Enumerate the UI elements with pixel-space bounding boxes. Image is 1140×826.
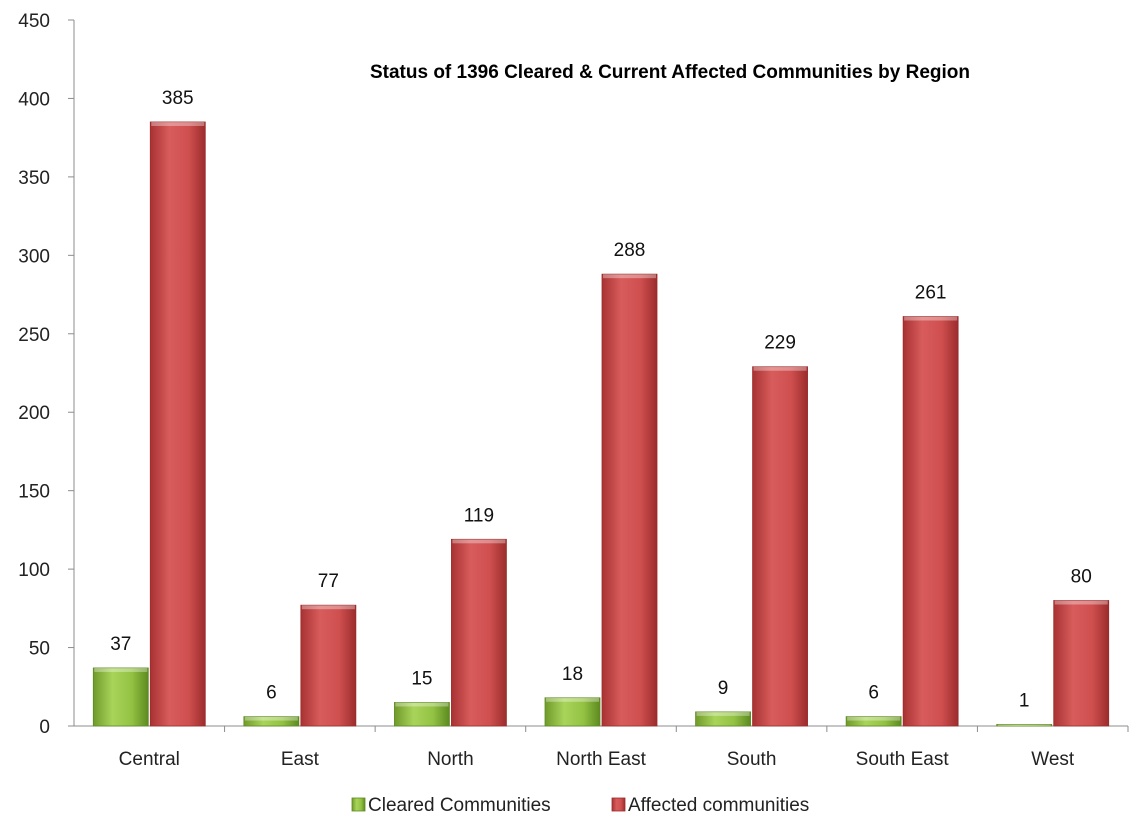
bar-cleared xyxy=(845,716,902,727)
data-label-affected: 229 xyxy=(764,333,796,354)
bar-cap xyxy=(244,716,298,721)
x-tick-label: West xyxy=(1031,749,1075,770)
bar-cap xyxy=(151,121,205,126)
data-label-cleared: 6 xyxy=(266,683,277,704)
bar-affected xyxy=(1053,600,1110,727)
bar-affected xyxy=(601,273,658,727)
bar-cap xyxy=(546,697,599,702)
data-label-cleared: 18 xyxy=(562,664,583,685)
y-tick-label: 200 xyxy=(18,403,50,424)
bar-cleared xyxy=(243,716,300,727)
data-label-affected: 385 xyxy=(162,88,194,109)
y-tick-label: 100 xyxy=(18,560,50,581)
data-label-cleared: 6 xyxy=(868,683,879,704)
data-label-cleared: 9 xyxy=(718,678,729,699)
bar-cap xyxy=(395,702,449,707)
y-tick-label: 450 xyxy=(18,11,50,32)
bar-affected xyxy=(149,121,206,727)
bar-cap xyxy=(696,711,750,716)
bar-cap xyxy=(753,366,807,371)
bar-cap xyxy=(997,724,1051,726)
bar-cap xyxy=(603,274,656,279)
y-tick-label: 400 xyxy=(18,89,50,110)
x-tick-label: South xyxy=(727,749,777,770)
legend-swatch-cleared xyxy=(351,797,366,812)
x-tick-label: North East xyxy=(556,749,646,770)
bar-affected xyxy=(451,538,507,727)
y-tick-label: 250 xyxy=(18,325,50,346)
bar-cleared xyxy=(695,711,751,727)
chart-title: Status of 1396 Cleared & Current Affecte… xyxy=(370,62,970,83)
bar-cleared xyxy=(996,724,1053,727)
data-label-affected: 119 xyxy=(464,505,494,526)
y-tick-label: 0 xyxy=(39,717,50,738)
data-label-affected: 77 xyxy=(318,571,339,592)
bar-cleared xyxy=(394,702,450,727)
data-label-cleared: 1 xyxy=(1019,690,1030,711)
y-tick-label: 50 xyxy=(29,639,50,660)
x-tick-label: North xyxy=(427,749,473,770)
legend: Cleared Communities Affected communities xyxy=(351,795,809,816)
bar-cap xyxy=(904,316,958,321)
bar-affected xyxy=(902,316,959,727)
bar-cap xyxy=(847,716,901,721)
data-label-affected: 80 xyxy=(1071,566,1092,587)
y-tick-label: 150 xyxy=(18,482,50,503)
bar-affected xyxy=(300,604,357,727)
bar-cleared xyxy=(92,667,149,727)
bar-affected xyxy=(752,366,808,727)
data-label-cleared: 37 xyxy=(110,634,131,655)
data-label-cleared: 15 xyxy=(411,668,432,689)
legend-label-affected: Affected communities xyxy=(628,795,809,816)
data-label-affected: 261 xyxy=(915,283,947,304)
bar-cap xyxy=(1054,600,1108,605)
data-label-affected: 288 xyxy=(614,240,646,261)
y-tick-label: 350 xyxy=(18,168,50,189)
bar-cap xyxy=(94,667,148,672)
bar-cleared xyxy=(544,697,601,727)
x-tick-label: South East xyxy=(856,749,950,770)
legend-swatch-affected xyxy=(611,797,626,812)
x-tick-label: East xyxy=(281,749,320,770)
y-tick-label: 300 xyxy=(18,246,50,267)
bar-cap xyxy=(452,539,506,544)
x-tick-label: Central xyxy=(119,749,180,770)
bar-cap xyxy=(301,605,355,610)
legend-label-cleared: Cleared Communities xyxy=(368,795,551,816)
